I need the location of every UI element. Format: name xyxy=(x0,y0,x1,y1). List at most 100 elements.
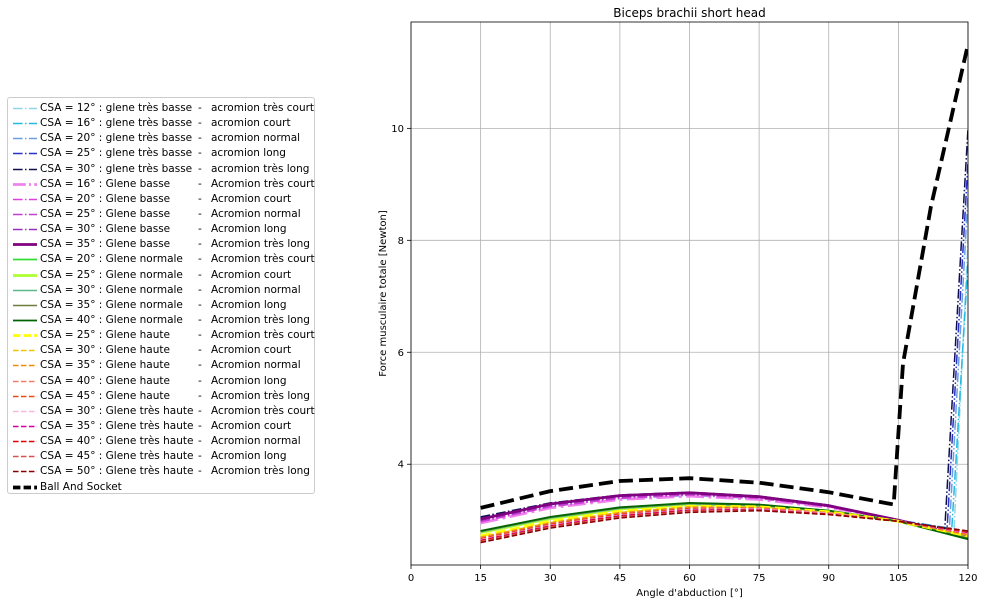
legend-entry: CSA = 30° : Glene haute - Acromion court xyxy=(8,343,314,358)
legend-acromion-label: Acromion normal xyxy=(211,359,301,372)
y-tick-label: 4 xyxy=(398,460,404,471)
legend-separator: - xyxy=(198,419,202,432)
legend-label: CSA = 12° : glene très basse xyxy=(40,102,193,114)
legend-acromion-label: Acromion court xyxy=(211,419,292,432)
y-tick-label: 10 xyxy=(391,124,404,135)
legend-label: CSA = 30° : Glene basse xyxy=(40,223,171,236)
legend-label: CSA = 40° : Glene haute xyxy=(40,374,170,387)
legend-acromion-label: Acromion très court xyxy=(211,404,315,417)
legend-entry: CSA = 20° : glene très basse - acromion no… xyxy=(8,131,314,146)
legend-entry: CSA = 20° : Glene basse - Acromion court xyxy=(8,192,314,207)
legend-line-sample xyxy=(13,425,37,428)
x-tick-label: 45 xyxy=(614,573,627,584)
legend-label: CSA = 25° : Glene haute xyxy=(40,329,170,342)
legend-label: CSA = 16° : glene très basse xyxy=(40,117,193,130)
legend-acromion-label: Acromion long xyxy=(211,223,287,236)
legend-acromion-label: acromion court xyxy=(211,117,291,130)
legend-label: CSA = 20° : Glene normale xyxy=(40,253,183,266)
legend-separator: - xyxy=(198,192,202,205)
legend-line-sample xyxy=(13,168,37,170)
legend-entry: CSA = 30° : Glene basse - Acromion long xyxy=(8,222,314,237)
legend-label: CSA = 40° : Glene très haute xyxy=(40,435,194,448)
series-line-24 xyxy=(480,509,968,544)
x-tick-label: 30 xyxy=(544,573,557,584)
legend-separator: - xyxy=(198,117,202,130)
series-line-25 xyxy=(480,43,968,510)
legend-line-sample xyxy=(13,273,37,277)
legend-entry: CSA = 35° : Glene normale - Acromion long xyxy=(8,298,314,313)
legend-entry: CSA = 12° : glene très basse - acromion tr… xyxy=(8,101,314,116)
x-axis-label: Angle d'abduction [°] xyxy=(636,588,743,599)
legend-acromion-label: Acromion très long xyxy=(211,313,310,326)
legend-entry: CSA = 16° : Glene basse - Acromion très co… xyxy=(8,177,315,192)
legend-line-sample xyxy=(13,440,37,443)
legend-acromion-label: Acromion normal xyxy=(211,283,301,296)
legend-acromion-label: Acromion court xyxy=(211,344,292,357)
legend-separator: - xyxy=(198,465,202,478)
legend-line-sample xyxy=(13,395,37,397)
x-tick-label: 90 xyxy=(822,573,835,584)
legend-separator: - xyxy=(198,329,202,342)
legend-label: CSA = 25° : glene très basse xyxy=(40,147,193,160)
legend-label: CSA = 45° : Glene haute xyxy=(40,389,170,402)
legend-acromion-label: Acromion très long xyxy=(211,389,310,402)
y-tick-label: 6 xyxy=(398,348,404,359)
legend-acromion-label: Acromion long xyxy=(211,298,287,311)
legend-separator: - xyxy=(198,374,202,387)
legend-line-sample xyxy=(13,380,37,382)
x-tick-label: 0 xyxy=(408,573,414,584)
legend-line-sample xyxy=(13,455,37,458)
legend-acromion-label: Acromion normal xyxy=(211,435,301,448)
legend-acromion-label: Acromion court xyxy=(211,268,292,281)
legend-line-sample xyxy=(13,122,37,125)
series-line-0 xyxy=(480,240,968,530)
legend-acromion-label: Acromion court xyxy=(211,192,292,205)
series-line-9 xyxy=(480,491,968,539)
legend-separator: - xyxy=(198,404,202,417)
legend-label: CSA = 35° : Glene haute xyxy=(40,359,170,372)
legend-entry: CSA = 25° : Glene basse - Acromion normal xyxy=(8,207,314,222)
legend-acromion-label: Acromion très long xyxy=(211,238,310,251)
legend-line-sample xyxy=(13,213,37,216)
legend-label: CSA = 20° : Glene basse xyxy=(40,192,171,205)
legend-line-sample xyxy=(13,153,37,155)
legend-label: CSA = 45° : Glene très haute xyxy=(40,450,194,463)
series-line-23 xyxy=(480,509,968,543)
legend-label: CSA = 30° : glene très basse xyxy=(40,162,193,175)
legend-separator: - xyxy=(198,223,202,236)
legend-label: CSA = 30° : Glene très haute xyxy=(40,404,194,417)
legend-label: CSA = 30° : Glene haute xyxy=(40,344,170,357)
legend-entry: CSA = 35° : Glene basse - Acromion très lo… xyxy=(8,237,314,252)
series-line-22 xyxy=(480,509,968,542)
legend-separator: - xyxy=(198,132,202,145)
y-tick-label: 8 xyxy=(398,236,404,247)
legend-acromion-label: Acromion normal xyxy=(211,207,301,220)
x-tick-label: 75 xyxy=(753,573,766,584)
legend-label: CSA = 16° : Glene basse xyxy=(40,177,171,190)
legend-acromion-label: Acromion très court xyxy=(211,329,315,342)
legend: CSA = 12° : glene très basse - acromion tr… xyxy=(7,97,315,494)
legend-acromion-label: Acromion très court xyxy=(211,177,315,190)
legend-line-sample xyxy=(13,410,37,413)
legend-entry: CSA = 50° : Glene très haute - Acromion tr… xyxy=(8,464,314,479)
legend-label: CSA = 25° : Glene normale xyxy=(40,268,183,281)
legend-entry: CSA = 35° : Glene très haute - Acromion co… xyxy=(8,419,314,434)
legend-entry: CSA = 45° : Glene haute - Acromion très lo… xyxy=(8,389,314,404)
legend-line-sample xyxy=(13,138,37,140)
legend-separator: - xyxy=(198,450,202,463)
legend-label: CSA = 35° : Glene normale xyxy=(40,298,183,311)
legend-label: CSA = 35° : Glene très haute xyxy=(40,419,194,432)
legend-entry: CSA = 30° : Glene normale - Acromion norma… xyxy=(8,283,314,298)
legend-separator: - xyxy=(198,313,202,326)
series-line-8 xyxy=(480,492,968,538)
legend-line-sample xyxy=(13,304,37,307)
legend-separator: - xyxy=(198,102,202,114)
chart-title: Biceps brachii short head xyxy=(613,6,765,20)
legend-entry: CSA = 25° : Glene haute - Acromion très co… xyxy=(8,328,315,343)
legend-separator: - xyxy=(198,177,202,190)
legend-entry: CSA = 45° : Glene très haute - Acromion lo… xyxy=(8,449,314,464)
legend-line-sample xyxy=(13,319,37,322)
legend-acromion-label: acromion long xyxy=(211,147,286,160)
series-line-19 xyxy=(480,507,968,540)
legend-separator: - xyxy=(198,435,202,448)
